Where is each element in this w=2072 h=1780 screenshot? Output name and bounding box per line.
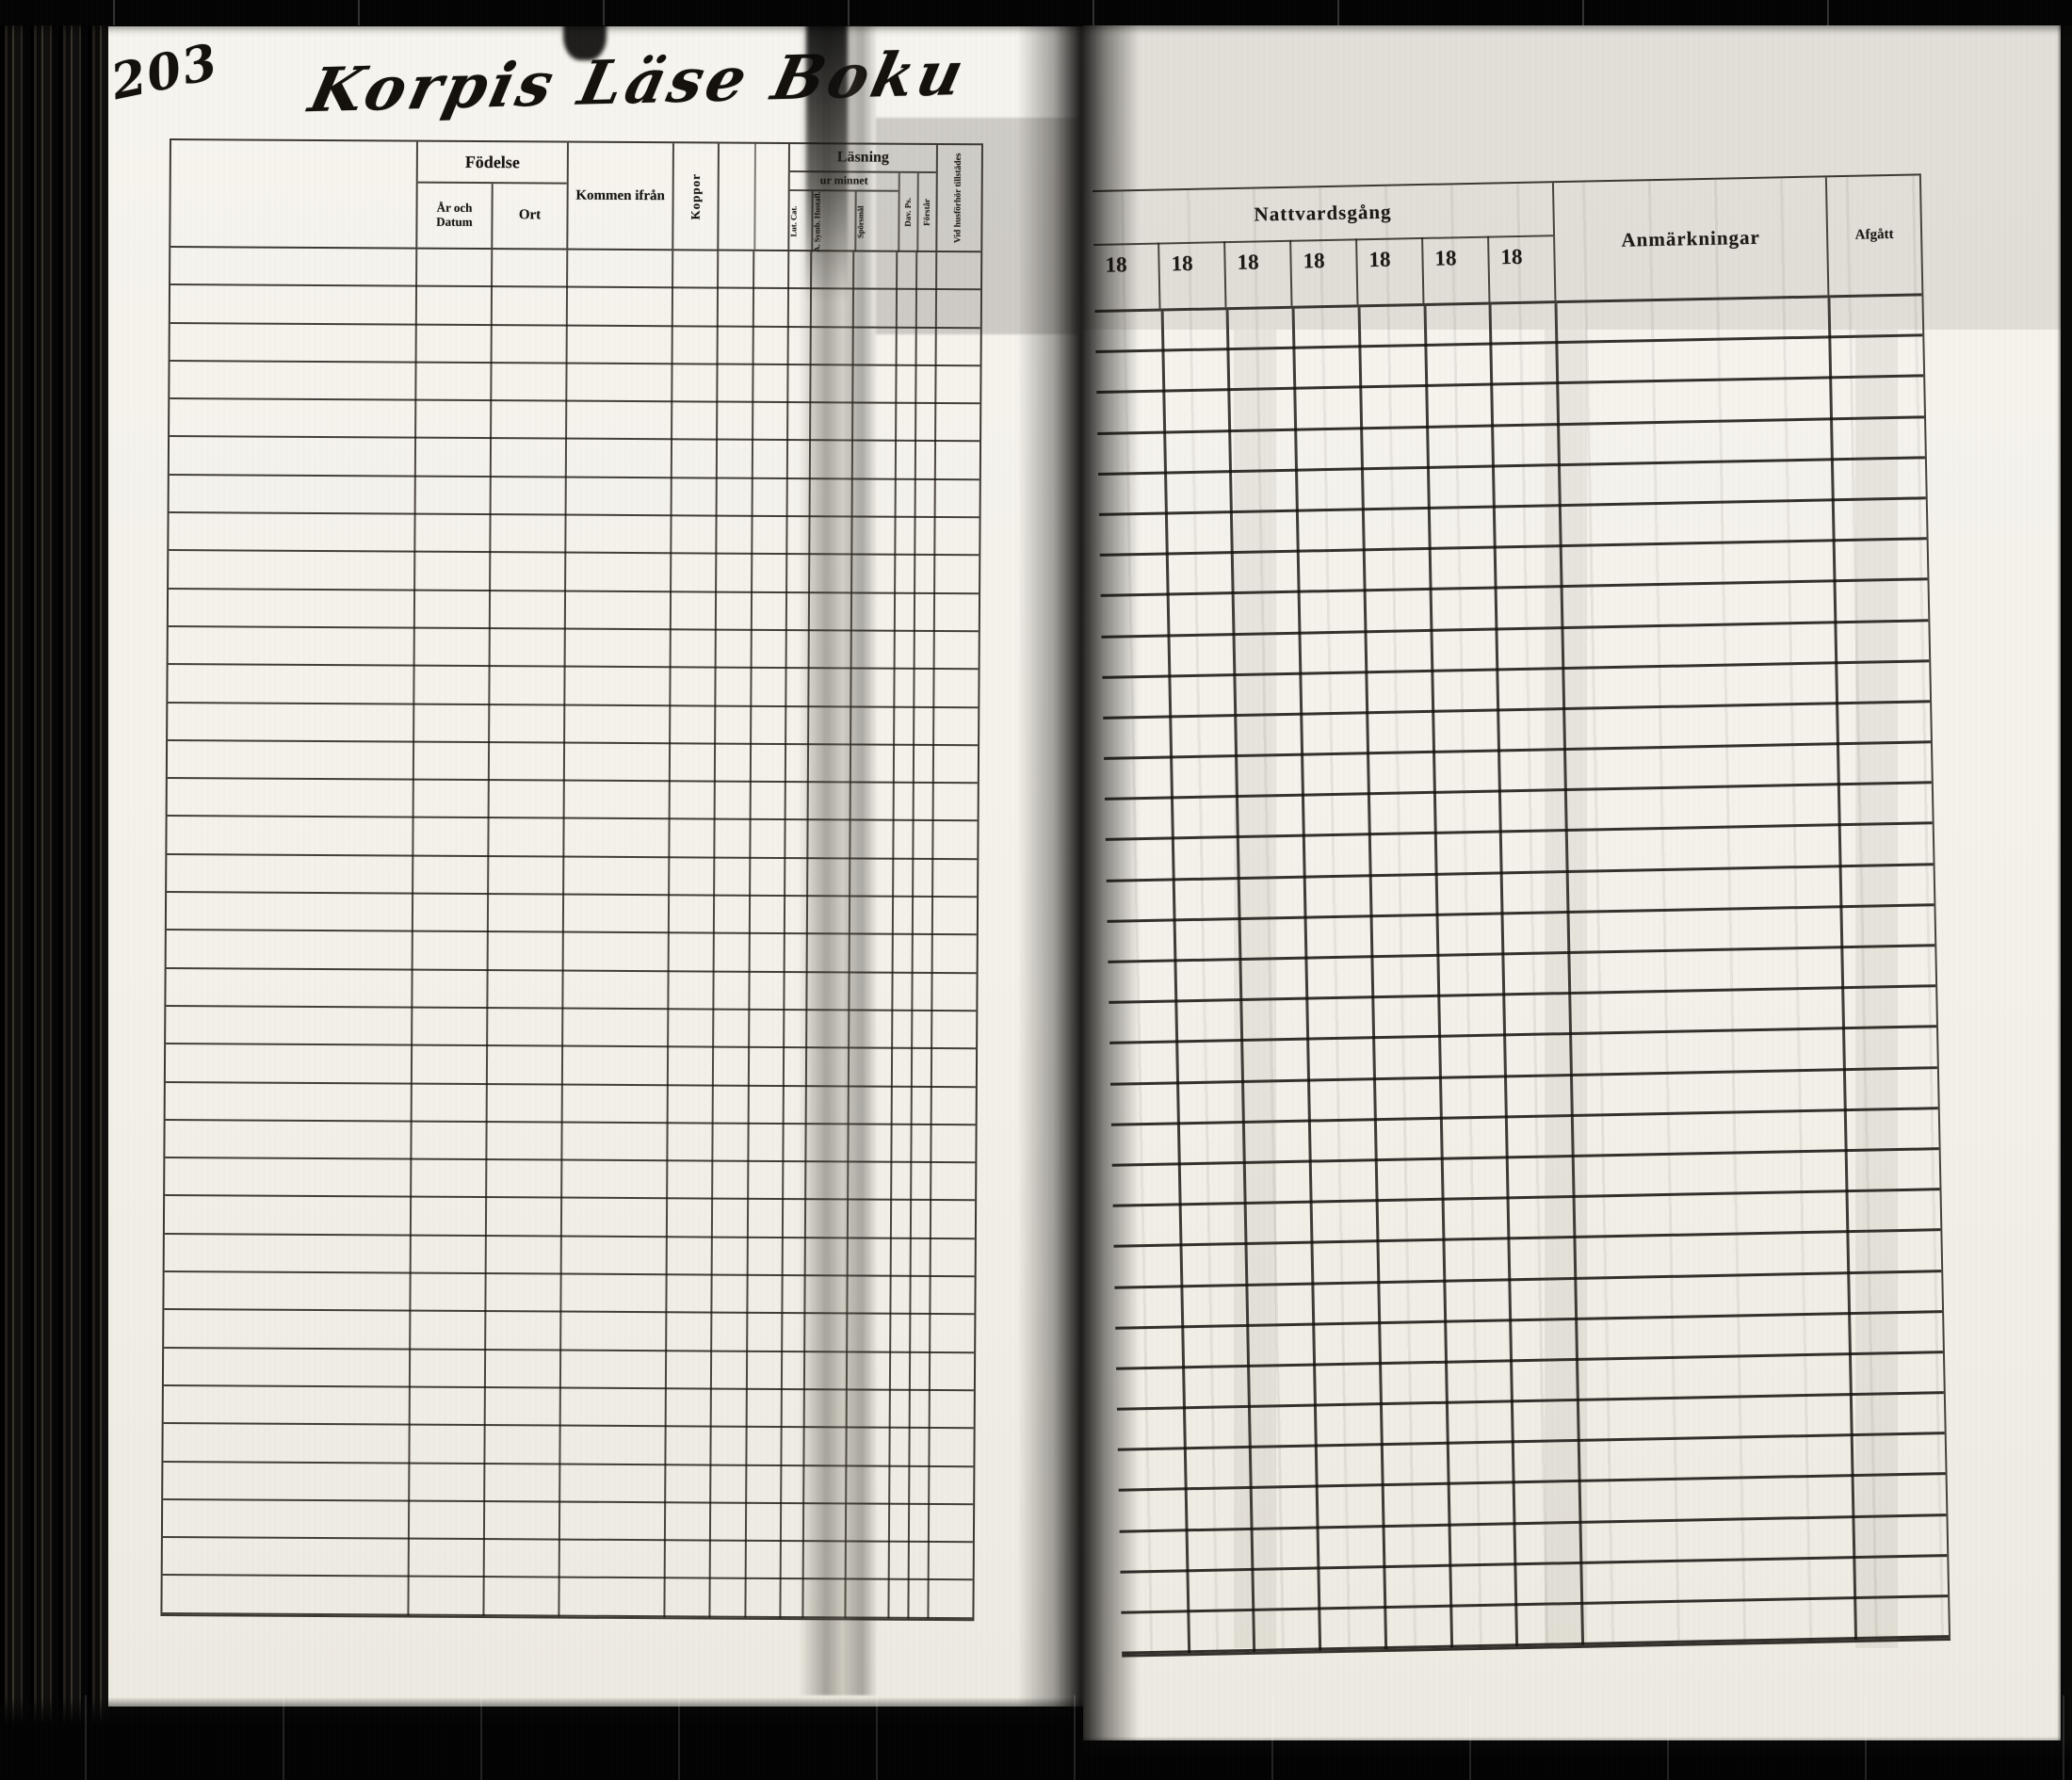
place-header: Ort [491, 184, 567, 249]
smallpox-label: Koppor [688, 172, 703, 220]
scan-bottom-border [1083, 1737, 2072, 1780]
left-page [94, 26, 1083, 1707]
right-table-body [1094, 296, 1950, 1655]
come-from-header: Kommen ifrån [566, 142, 672, 250]
scan-gray-wash [1083, 19, 2061, 330]
birth-group-label: Födelse [417, 141, 567, 185]
luther-catechism-header: Lut. Cat. [788, 205, 799, 237]
smallpox-column-header: Koppor [672, 143, 718, 250]
right-page [1083, 19, 2061, 1740]
book-right-edge [2057, 0, 2072, 1780]
scan-bottom-border [0, 1697, 1083, 1780]
damaged-columns-header [717, 143, 788, 251]
birth-column-group: Födelse År och Datum Ort [415, 141, 567, 249]
right-register-table: Nattvardsgång 18181818181818 Anmärkninga… [1093, 173, 1951, 1658]
book-left-edge [0, 0, 108, 1780]
scan-top-border [0, 0, 2072, 25]
year-and-date-header: År och Datum [436, 200, 473, 229]
column-rule [753, 143, 756, 250]
fold-damage-smear [806, 0, 848, 301]
book-gutter-shadow [1017, 13, 1140, 1771]
scan-streaks-overlay [0, 1695, 2072, 1780]
scan-streaks-overlay [0, 0, 2072, 25]
name-column-header [170, 140, 416, 248]
